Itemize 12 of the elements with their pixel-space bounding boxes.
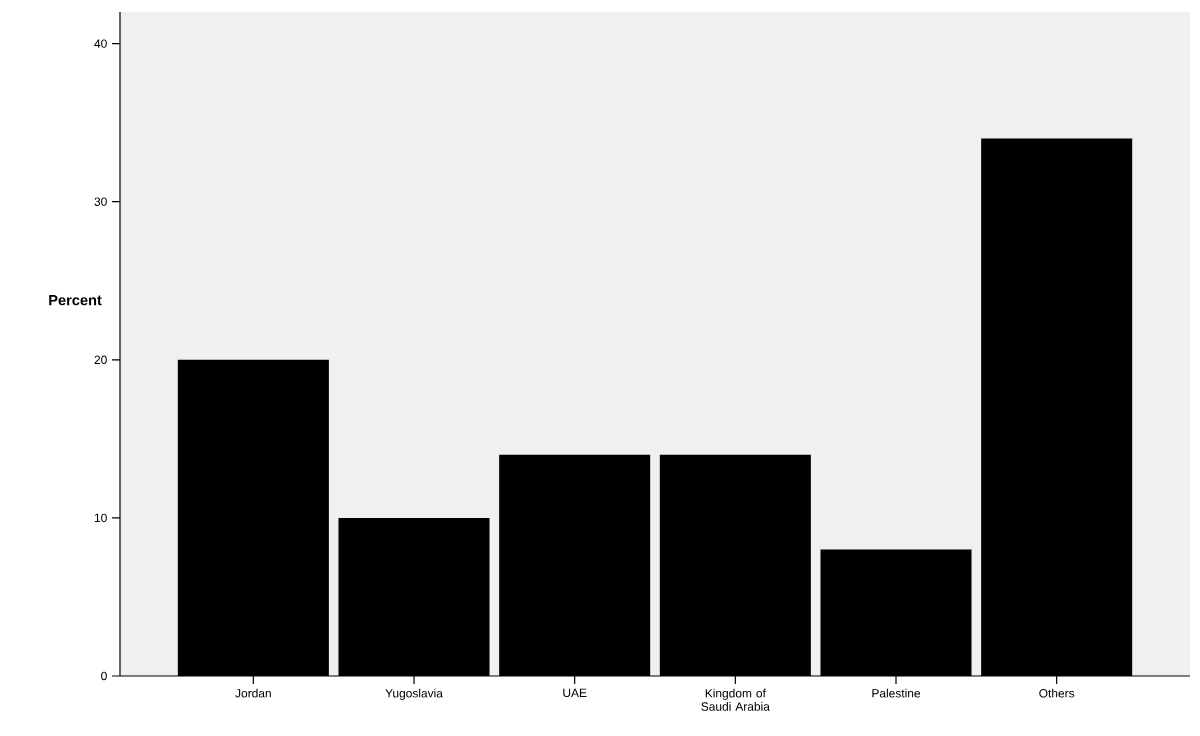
x-tick-label: UAE: [563, 688, 587, 698]
y-tick-label: 0: [101, 671, 107, 681]
y-tick-label: 10: [94, 513, 107, 523]
x-tick-label: Yugoslavia: [385, 688, 443, 700]
y-tick-label: 20: [94, 355, 107, 365]
x-tick-label: Palestine: [872, 688, 921, 698]
x-tick-label: Kingdom of Saudi Arabia: [701, 688, 770, 711]
y-axis-title: Percent: [49, 295, 102, 306]
x-tick-label: Others: [1039, 688, 1075, 698]
y-tick-label: 40: [94, 39, 107, 48]
x-tick-label: Jordan: [235, 688, 271, 698]
y-tick-label: 30: [94, 197, 107, 206]
